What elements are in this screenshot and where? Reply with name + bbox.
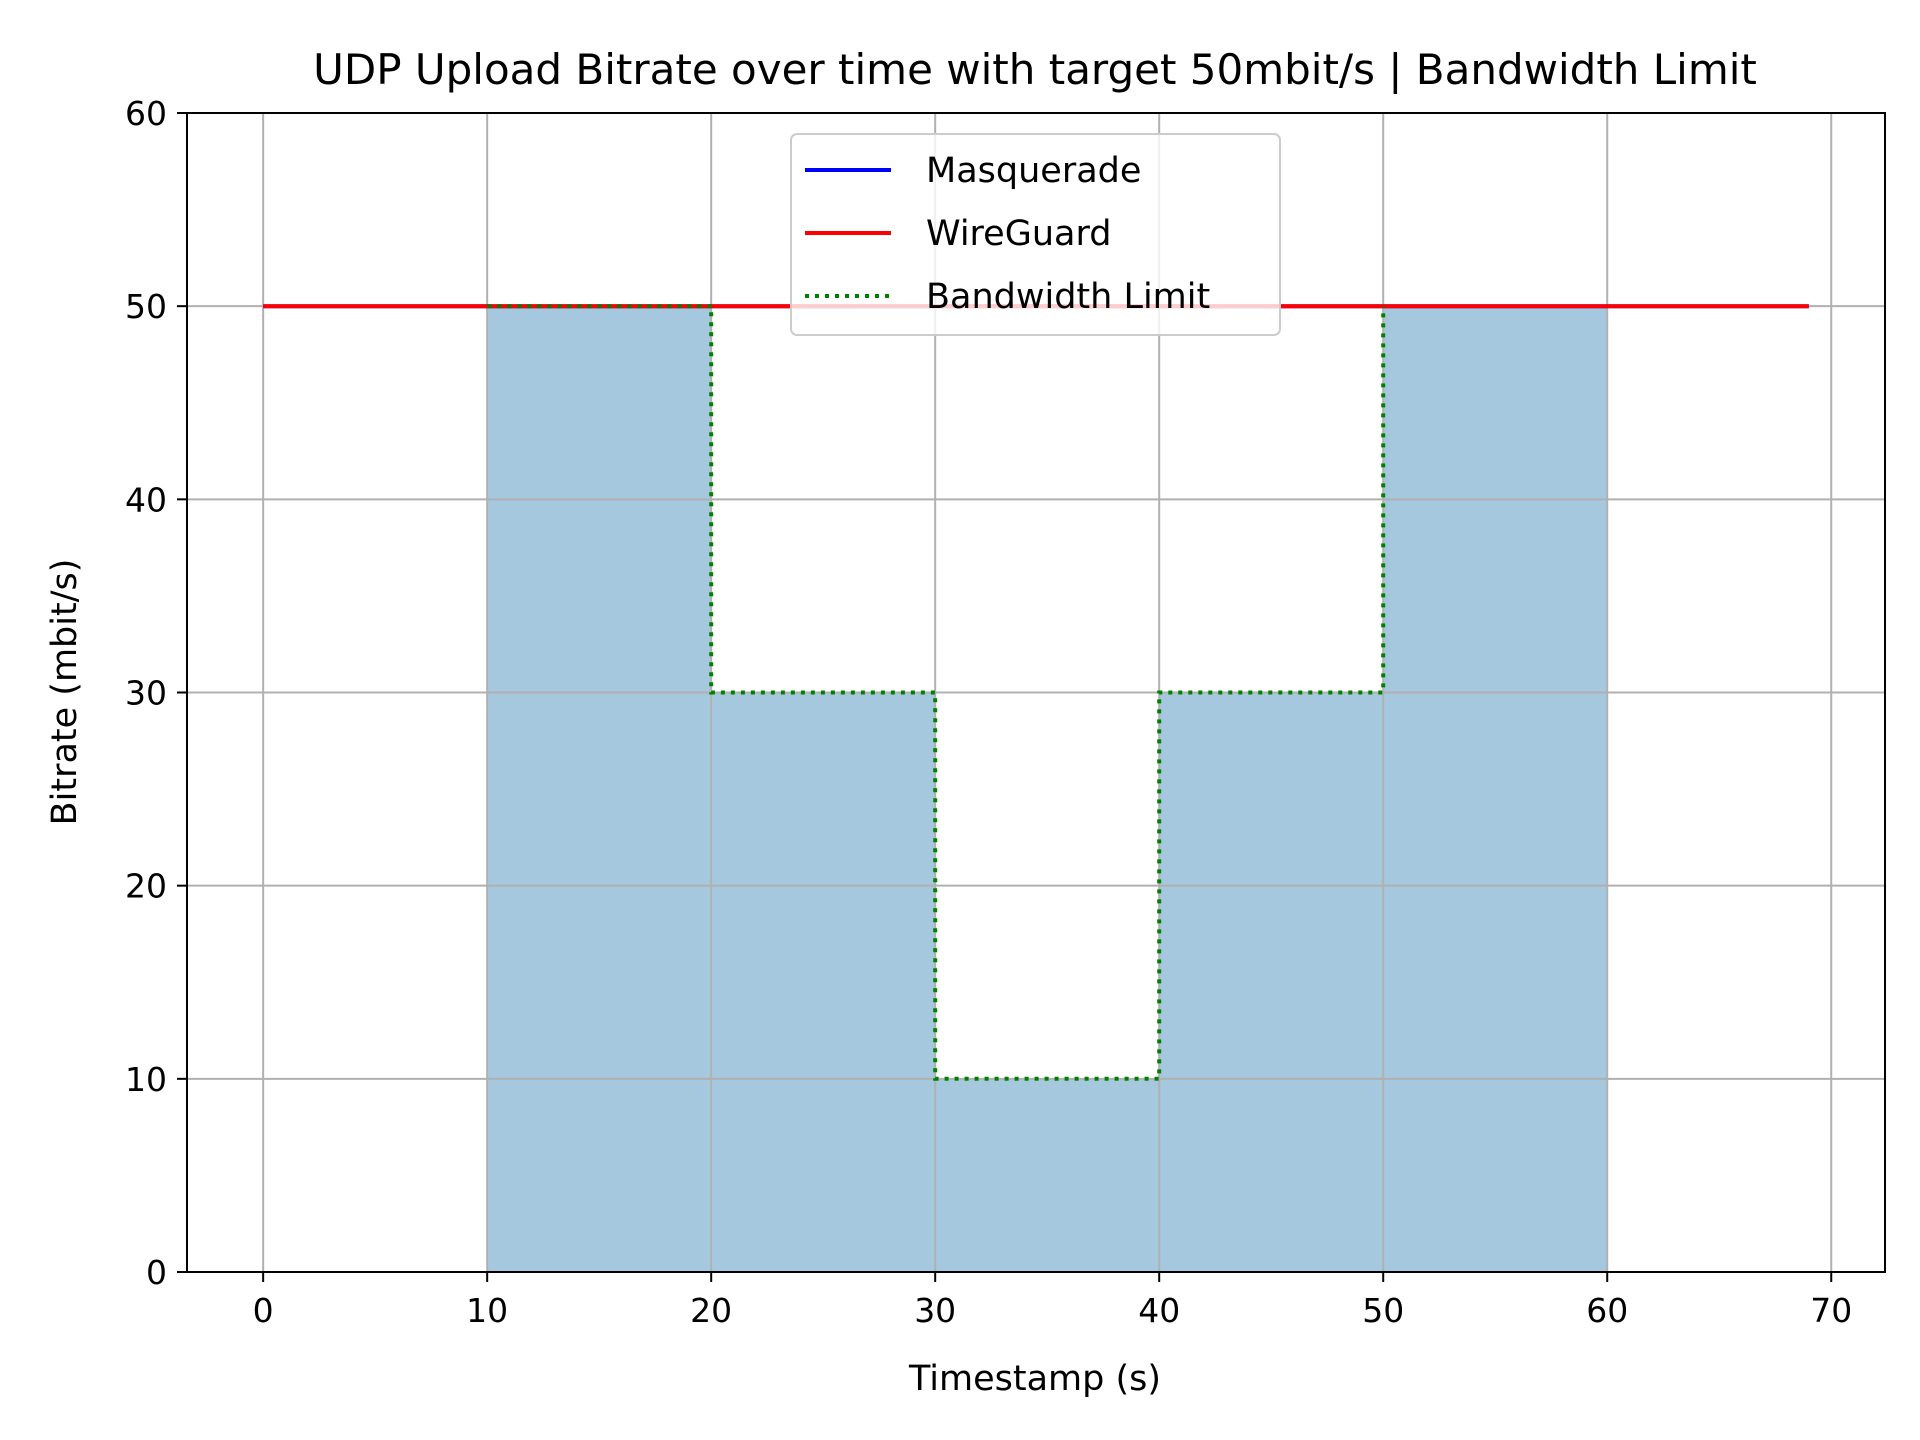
x-tick-label: 70 [1810,1291,1852,1330]
y-tick-label: 40 [125,480,167,519]
x-tick-label: 10 [466,1291,508,1330]
x-tick-label: 30 [914,1291,956,1330]
legend: Masquerade WireGuard Bandwidth Limit [790,133,1281,336]
y-tick-label: 30 [125,674,167,713]
chart-title: UDP Upload Bitrate over time with target… [313,45,1757,94]
x-tick-label: 40 [1138,1291,1180,1330]
legend-box [790,133,1281,336]
shaded-regions [487,306,1608,1273]
x-axis-label: Timestamp (s) [908,1359,1161,1399]
shaded-region-0 [487,306,712,1273]
shaded-region-4 [1383,306,1608,1273]
shaded-region-2 [935,1078,1160,1272]
x-tick-label: 20 [690,1291,732,1330]
x-tick-label: 60 [1586,1291,1628,1330]
shaded-region-1 [711,692,936,1272]
axis-ticks: 0 10 20 30 40 50 60 70 0 10 20 30 40 50 60 [125,94,1852,1330]
y-tick-label: 60 [125,94,167,133]
shaded-region-3 [1159,692,1384,1272]
y-axis-label: Bitrate (mbit/s) [45,559,85,826]
y-tick-label: 10 [125,1060,167,1099]
legend-label-2: Bandwidth Limit [926,277,1210,317]
legend-label-0: Masquerade [926,151,1141,191]
series-line-bandwidth-limit [487,304,1386,1081]
x-tick-label: 0 [253,1291,274,1330]
y-tick-label: 20 [125,867,167,906]
x-tick-label: 50 [1362,1291,1404,1330]
legend-label-1: WireGuard [926,214,1111,254]
y-tick-label: 0 [146,1253,167,1292]
y-tick-label: 50 [125,287,167,326]
